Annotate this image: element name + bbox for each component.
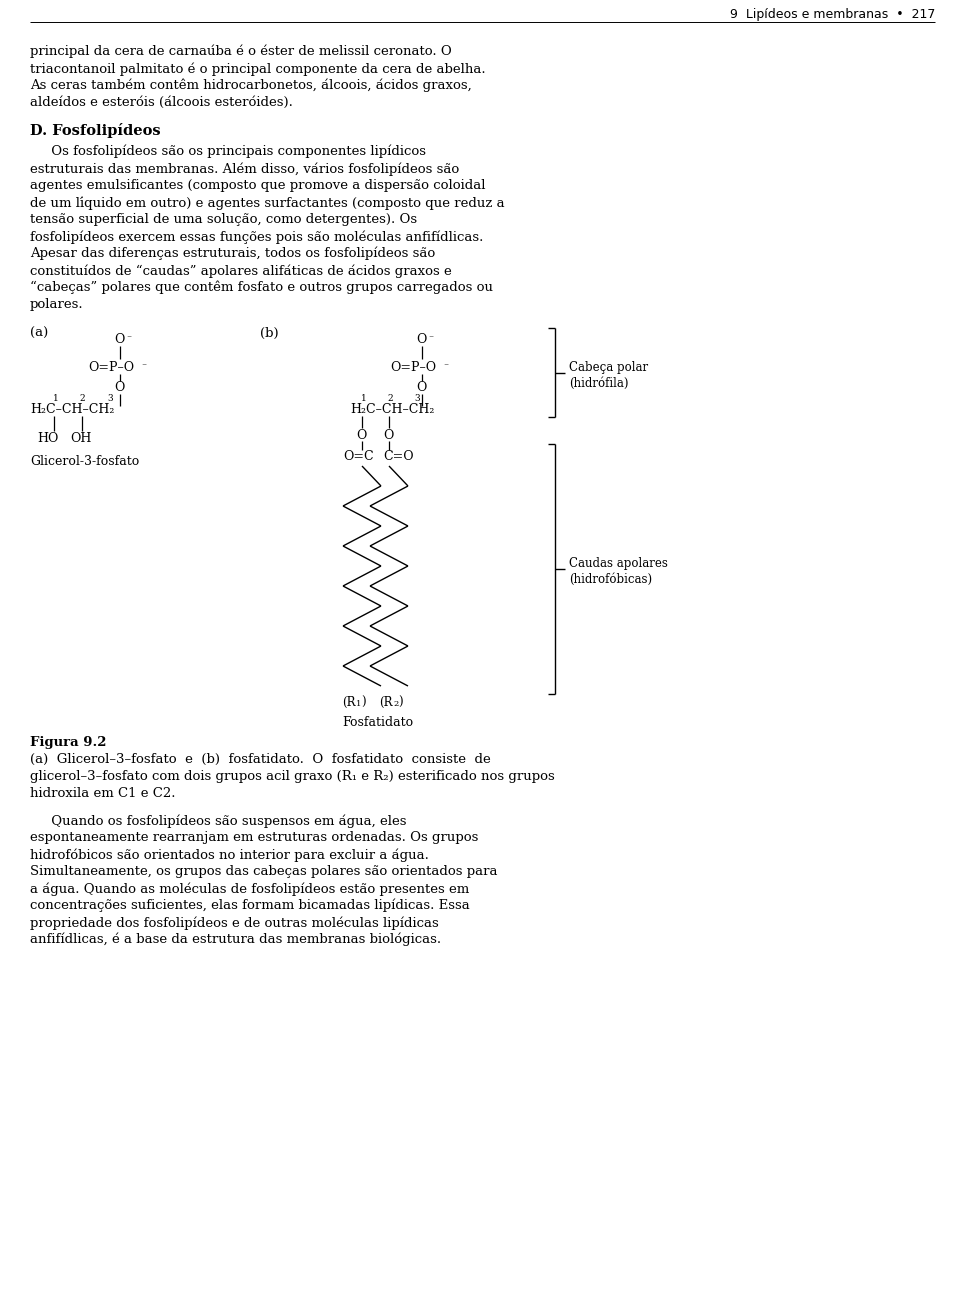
Text: 3: 3 bbox=[107, 394, 112, 403]
Text: 3: 3 bbox=[414, 394, 420, 403]
Text: ⁻: ⁻ bbox=[443, 362, 448, 371]
Text: glicerol–3–fosfato com dois grupos acil graxo (R₁ e R₂) esterificado nos grupos: glicerol–3–fosfato com dois grupos acil … bbox=[30, 770, 555, 783]
Text: polares.: polares. bbox=[30, 298, 84, 311]
Text: ): ) bbox=[398, 696, 402, 709]
Text: Cabeça polar: Cabeça polar bbox=[569, 361, 648, 374]
Text: O: O bbox=[416, 333, 426, 346]
Text: a água. Quando as moléculas de fosfolipídeos estão presentes em: a água. Quando as moléculas de fosfoli… bbox=[30, 882, 469, 895]
Text: Caudas apolares: Caudas apolares bbox=[569, 556, 668, 569]
Text: hidroxila em C1 e C2.: hidroxila em C1 e C2. bbox=[30, 787, 176, 800]
Text: Apesar das diferenças estruturais, todos os fosfolipídeos são: Apesar das diferenças estruturais, todo… bbox=[30, 246, 435, 261]
Text: (hidrófila): (hidrófila) bbox=[569, 376, 629, 389]
Text: triacontanoil palmitato é o principal componente da cera de abelha.: triacontanoil palmitato é o principal c… bbox=[30, 62, 486, 75]
Text: O: O bbox=[114, 381, 125, 394]
Text: 9  Lipídeos e membranas  •  217: 9 Lipídeos e membranas • 217 bbox=[730, 8, 935, 21]
Text: (R: (R bbox=[342, 696, 355, 709]
Text: Glicerol-3-fosfato: Glicerol-3-fosfato bbox=[30, 455, 139, 468]
Text: O=P–O: O=P–O bbox=[390, 361, 436, 374]
Text: ⁻: ⁻ bbox=[428, 335, 433, 342]
Text: principal da cera de carnaúba é o éster de melissil ceronato. O: principal da cera de carnaúba é o ést… bbox=[30, 45, 452, 58]
Text: (R: (R bbox=[379, 696, 393, 709]
Text: H₂C–CH–CH₂: H₂C–CH–CH₂ bbox=[30, 403, 114, 416]
Text: C=O: C=O bbox=[383, 450, 414, 463]
Text: estruturais das membranas. Além disso, vários fosfolipídeos são: estruturais das membranas. Além disso, … bbox=[30, 162, 459, 175]
Text: Simultaneamente, os grupos das cabeças polares são orientados para: Simultaneamente, os grupos das cabeças … bbox=[30, 865, 497, 878]
Text: HO: HO bbox=[37, 432, 59, 445]
Text: 2: 2 bbox=[393, 700, 398, 708]
Text: As ceras também contêm hidrocarbonetos, álcoois, ácidos graxos,: As ceras também contêm hidrocarbonetos… bbox=[30, 79, 471, 92]
Text: “cabeças” polares que contêm fosfato e outros grupos carregados ou: “cabeças” polares que contêm fosfato e… bbox=[30, 281, 493, 294]
Text: concentrações suficientes, elas formam bicamadas lipídicas. Essa: concentrações suficientes, elas formam… bbox=[30, 899, 469, 913]
Text: ): ) bbox=[361, 696, 366, 709]
Text: O: O bbox=[114, 333, 125, 346]
Text: hidrofóbicos são orientados no interior para excluir a água.: hidrofóbicos são orientados no interio… bbox=[30, 848, 429, 861]
Text: tensão superficial de uma solução, como detergentes). Os: tensão superficial de uma solução, co… bbox=[30, 213, 418, 226]
Text: H₂C–CH–CH₂: H₂C–CH–CH₂ bbox=[350, 403, 434, 416]
Text: 1: 1 bbox=[53, 394, 59, 403]
Text: (a): (a) bbox=[30, 327, 48, 340]
Text: ⁻: ⁻ bbox=[126, 335, 132, 342]
Text: 1: 1 bbox=[361, 394, 367, 403]
Text: Quando os fosfolipídeos são suspensos em água, eles: Quando os fosfolipídeos são suspensos e… bbox=[30, 815, 406, 827]
Text: OH: OH bbox=[70, 432, 91, 445]
Text: ⁻: ⁻ bbox=[141, 362, 146, 371]
Text: O=C: O=C bbox=[343, 450, 373, 463]
Text: O: O bbox=[383, 429, 394, 442]
Text: 2: 2 bbox=[387, 394, 393, 403]
Text: agentes emulsificantes (composto que promove a dispersão coloidal: agentes emulsificantes (composto que pro… bbox=[30, 179, 486, 192]
Text: O: O bbox=[356, 429, 367, 442]
Text: Fosfatidato: Fosfatidato bbox=[343, 716, 414, 729]
Text: aldeídos e esteróis (álcoois esteróides).: aldeídos e esteróis (álcoois esteróid… bbox=[30, 96, 293, 109]
Text: (b): (b) bbox=[260, 327, 278, 340]
Text: O=P–O: O=P–O bbox=[88, 361, 134, 374]
Text: fosfolipídeos exercem essas funções pois são moléculas anfifídlicas.: fosfolipídeos exercem essas funções po… bbox=[30, 230, 484, 244]
Text: constituídos de “caudas” apolares alifáticas de ácidos graxos e: constituídos de “caudas” apolares alifá… bbox=[30, 265, 452, 278]
Text: espontaneamente rearranjam em estruturas ordenadas. Os grupos: espontaneamente rearranjam em estruturas… bbox=[30, 831, 478, 844]
Text: anfifídlicas, é a base da estrutura das membranas biológicas.: anfifídlicas, é a base da estrutura das… bbox=[30, 933, 442, 947]
Text: 1: 1 bbox=[356, 700, 361, 708]
Text: D. Fosfolipídeos: D. Fosfolipídeos bbox=[30, 123, 160, 137]
Text: propriedade dos fosfolipídeos e de outras moléculas lipídicas: propriedade dos fosfolipídeos e de outra… bbox=[30, 916, 439, 930]
Text: (hidrofóbicas): (hidrofóbicas) bbox=[569, 573, 652, 586]
Text: Os fosfolipídeos são os principais componentes lipídicos: Os fosfolipídeos são os principais comp… bbox=[30, 145, 426, 158]
Text: Figura 9.2: Figura 9.2 bbox=[30, 735, 107, 748]
Text: 2: 2 bbox=[79, 394, 84, 403]
Text: O: O bbox=[416, 381, 426, 394]
Text: (a)  Glicerol–3–fosfato  e  (b)  fosfatidato.  O  fosfatidato  consiste  de: (a) Glicerol–3–fosfato e (b) fosfatidato… bbox=[30, 754, 491, 767]
Text: de um líquido em outro) e agentes surfactantes (composto que reduz a: de um líquido em outro) e agentes surfa… bbox=[30, 196, 505, 210]
